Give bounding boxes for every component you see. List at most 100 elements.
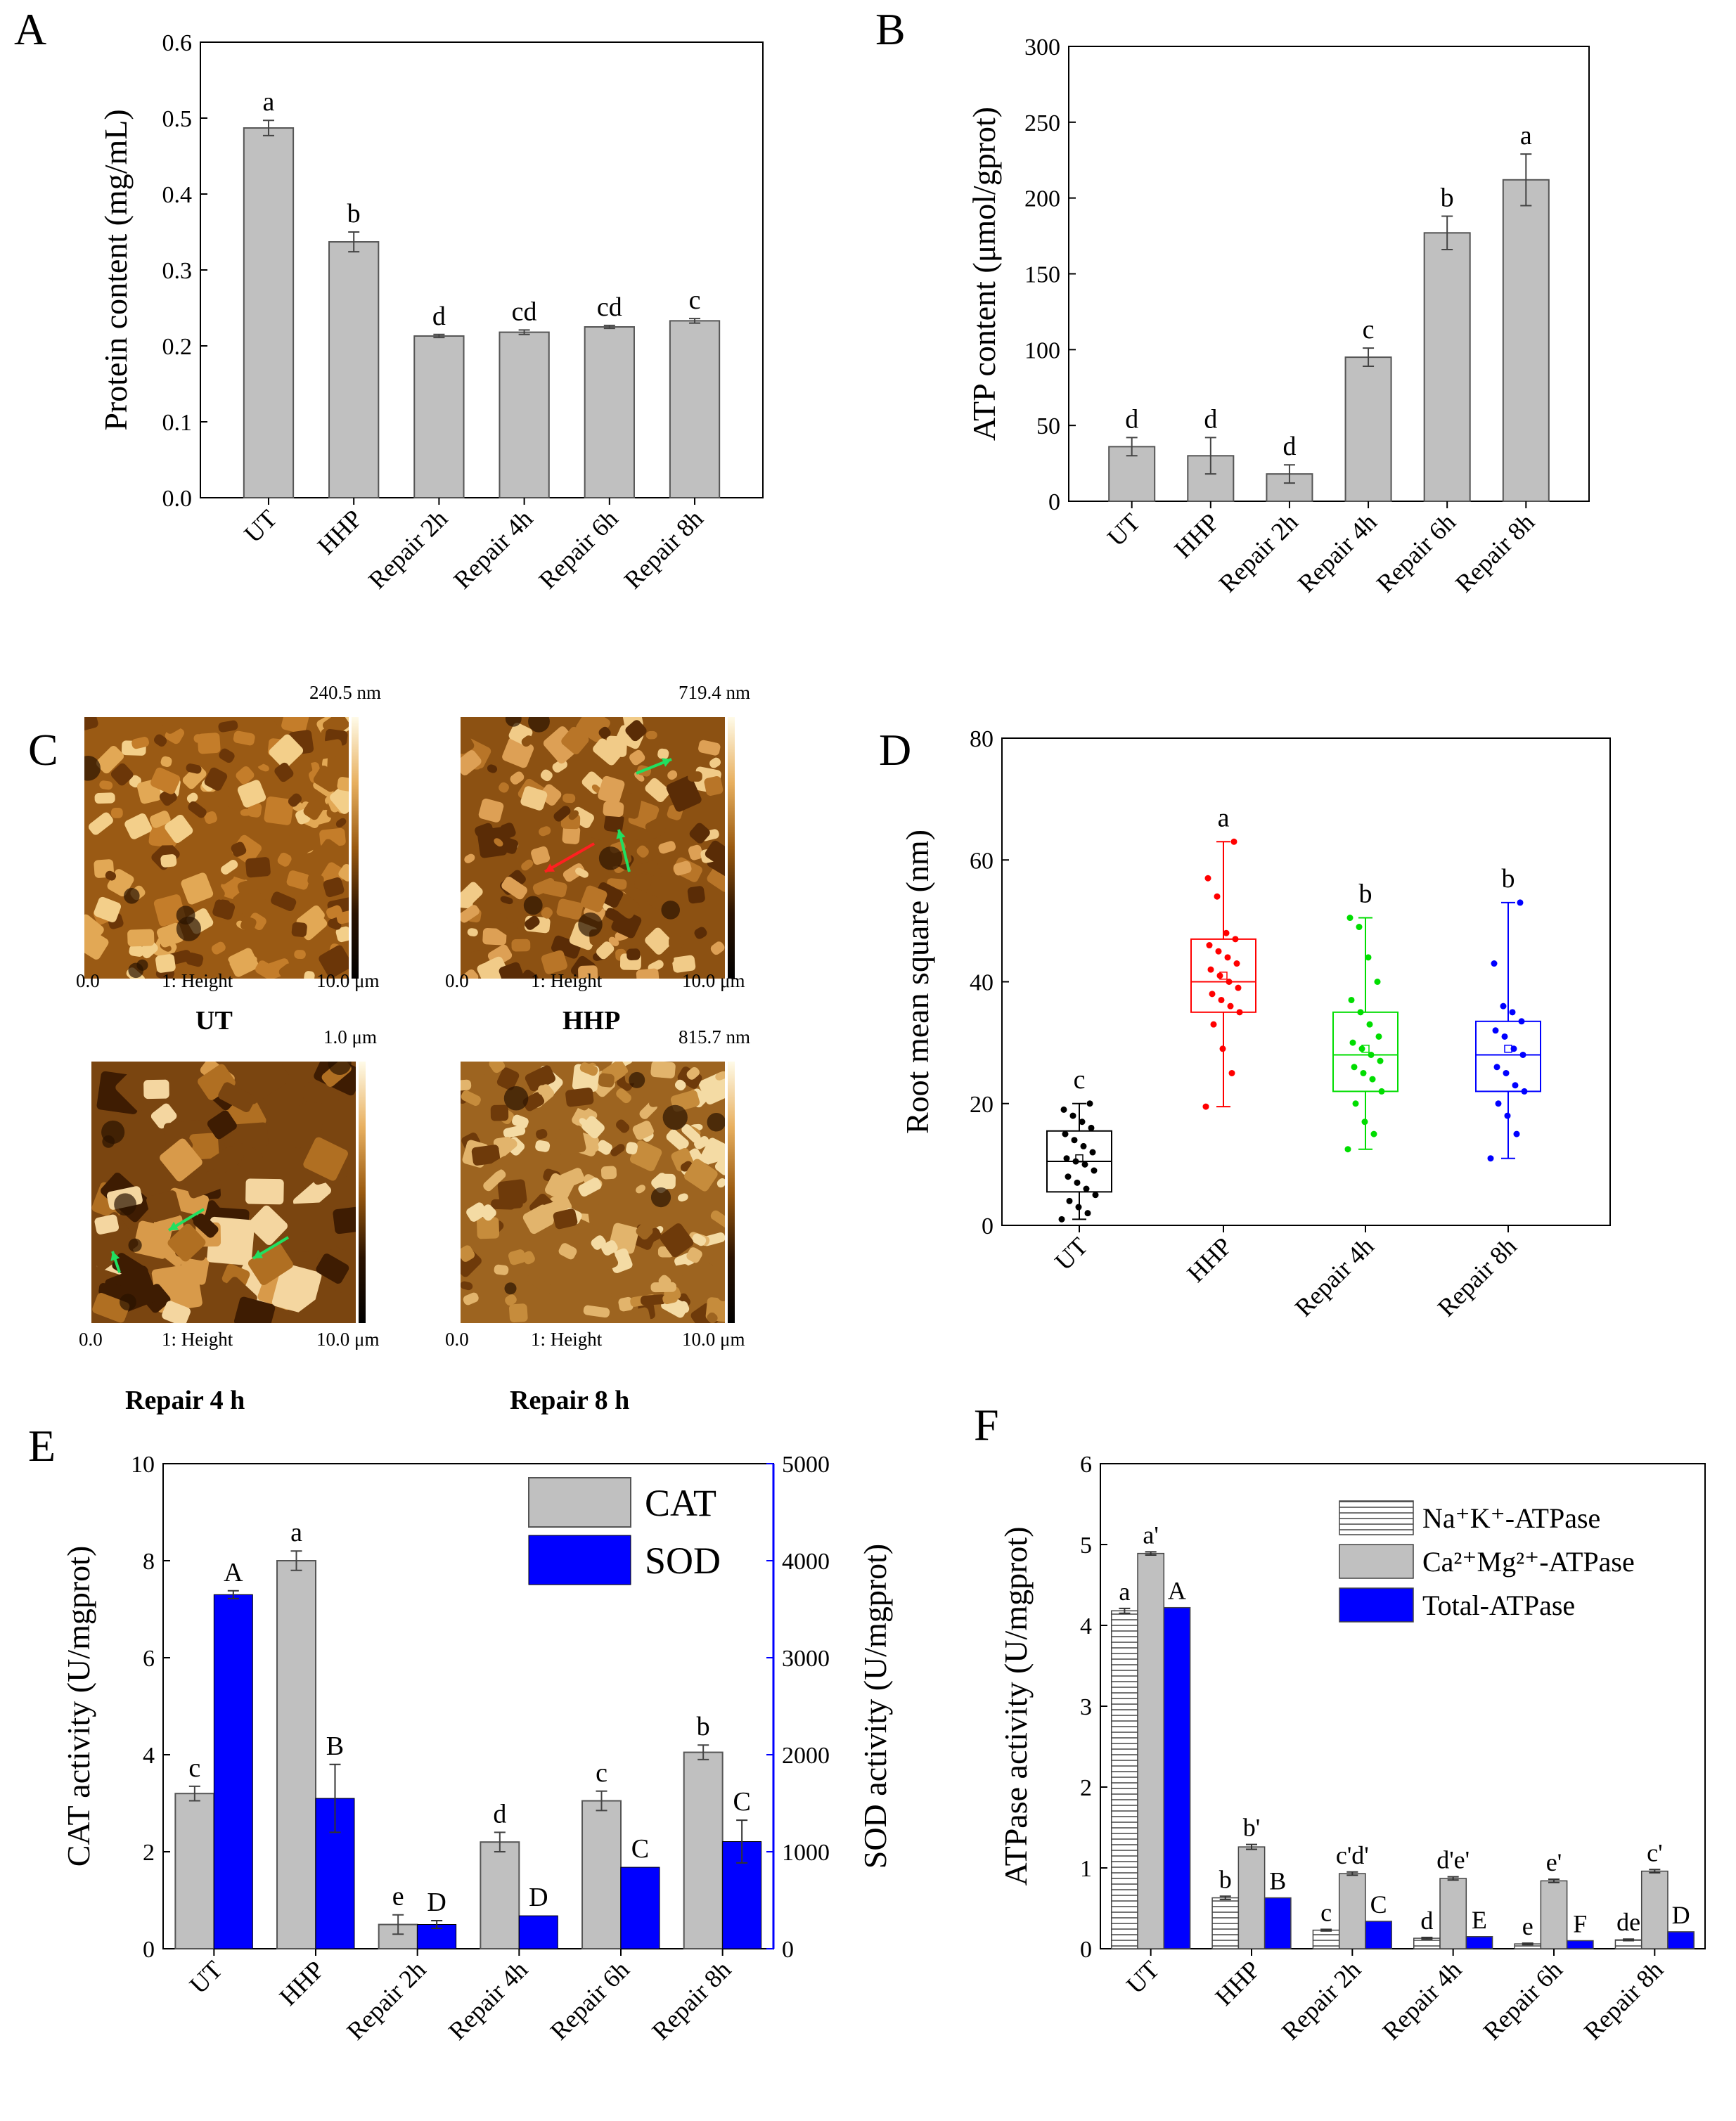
data-point: [1069, 1112, 1076, 1119]
afm-grain: [715, 1071, 725, 1081]
afm-grain: [636, 968, 660, 979]
y-tick-label: 150: [1024, 262, 1060, 288]
afm-grain: [287, 825, 320, 858]
afm-pit: [650, 1187, 671, 1208]
afm-grain: [658, 841, 676, 854]
afm-grain: [710, 941, 725, 955]
afm-grain: [461, 1281, 473, 1291]
afm-axis-max: 10.0 μm: [682, 970, 745, 991]
afm-pit: [504, 1282, 517, 1295]
legend-label: Na⁺K⁺-ATPase: [1422, 1502, 1600, 1534]
afm-grain: [150, 1103, 177, 1129]
afm-grain: [575, 868, 589, 878]
data-point: [1370, 1130, 1377, 1137]
bar-1: [1338, 1873, 1366, 1949]
afm-grain: [240, 808, 252, 816]
x-tick-label: Repair 4h: [448, 504, 538, 594]
data-point: [1088, 1124, 1095, 1131]
afm-grain: [508, 1249, 526, 1265]
afm-grain: [160, 717, 182, 734]
afm-grain: [503, 1125, 526, 1138]
afm-grain: [673, 860, 692, 876]
afm-grain: [255, 960, 277, 979]
significance-letter: a: [1218, 803, 1230, 832]
y-tick-label: 0.1: [162, 410, 193, 436]
data-point: [1360, 1069, 1367, 1076]
significance-letter: B: [1269, 1867, 1286, 1895]
bar: [243, 127, 295, 499]
afm-pit: [114, 1193, 137, 1216]
bar: [1502, 179, 1550, 503]
afm-color-scale: [728, 717, 735, 979]
y-tick-label: 50: [1036, 413, 1060, 439]
data-point: [1230, 838, 1237, 845]
afm-grain: [269, 734, 304, 768]
green-arrow-head: [110, 1251, 120, 1261]
significance-letter: a: [1119, 1578, 1130, 1606]
y-axis-title: Root mean square (nm): [899, 830, 935, 1134]
bar-2: [1365, 1921, 1392, 1949]
data-point: [1500, 1003, 1507, 1010]
afm-grain: [271, 1263, 322, 1315]
plot-frame: [162, 1463, 774, 1949]
afm-grain: [193, 1213, 219, 1238]
y-tick-label: 60: [970, 848, 994, 874]
data-point: [1202, 1103, 1209, 1110]
afm-grain: [303, 1082, 340, 1104]
significance-letter: e: [1522, 1912, 1534, 1940]
data-point: [1207, 966, 1214, 973]
afm-grain: [94, 896, 122, 922]
afm-grain: [580, 885, 607, 913]
afm-grain: [464, 853, 475, 863]
panel-label-d: D: [879, 725, 912, 775]
data-point: [1206, 942, 1213, 949]
afm-grain: [512, 1114, 529, 1129]
afm-grain: [602, 1253, 619, 1270]
data-point: [1365, 954, 1372, 961]
bar-2: [1465, 1936, 1493, 1949]
afm-grain: [290, 758, 313, 777]
significance-letter: C: [1370, 1890, 1387, 1919]
afm-grain: [461, 882, 483, 908]
significance-letter: D: [529, 1883, 548, 1912]
bar-1: [1439, 1878, 1467, 1949]
green-arrow-head: [662, 758, 671, 767]
data-point: [1501, 1033, 1508, 1040]
significance-letter: D: [1672, 1901, 1690, 1929]
afm-grain: [686, 1247, 702, 1263]
afm-grain: [150, 767, 181, 794]
afm-grain: [278, 963, 295, 979]
afm-grain: [487, 764, 498, 773]
x-tick-label: Repair 6h: [534, 504, 624, 594]
afm-grain: [626, 1142, 638, 1155]
data-point: [1058, 1216, 1065, 1223]
y-tick-label: 0.5: [162, 106, 193, 132]
afm-grain: [277, 852, 292, 867]
y-tick-label: 40: [970, 970, 994, 996]
afm-grain: [471, 1145, 501, 1166]
afm-grain: [483, 1169, 506, 1192]
bar-2: [1566, 1940, 1594, 1949]
red-arrow: [544, 842, 595, 873]
data-point: [1358, 1045, 1365, 1052]
afm-height-label: 1: Height: [531, 970, 603, 991]
x-tick-label: Repair 4h: [1290, 1232, 1380, 1322]
afm-grain: [538, 1085, 548, 1095]
afm-grain: [179, 1253, 210, 1285]
afm-grain: [155, 954, 176, 973]
afm-grain: [629, 1307, 652, 1323]
afm-pit: [662, 1104, 688, 1130]
data-point: [1071, 1137, 1078, 1144]
data-point: [1510, 1045, 1517, 1052]
afm-grain: [527, 1273, 553, 1294]
afm-grain: [567, 1273, 586, 1293]
afm-grain: [335, 818, 347, 827]
afm-grain: [501, 877, 527, 900]
significance-letter: c: [1074, 1065, 1086, 1095]
significance-letter: a: [1520, 121, 1532, 150]
green-arrow-head: [169, 1221, 179, 1230]
afm-grain: [461, 1245, 475, 1262]
x-tick-label: UT: [1102, 508, 1145, 551]
x-tick-label: Repair 8h: [1579, 1955, 1669, 2045]
afm-title-ut: UT: [195, 1006, 233, 1036]
